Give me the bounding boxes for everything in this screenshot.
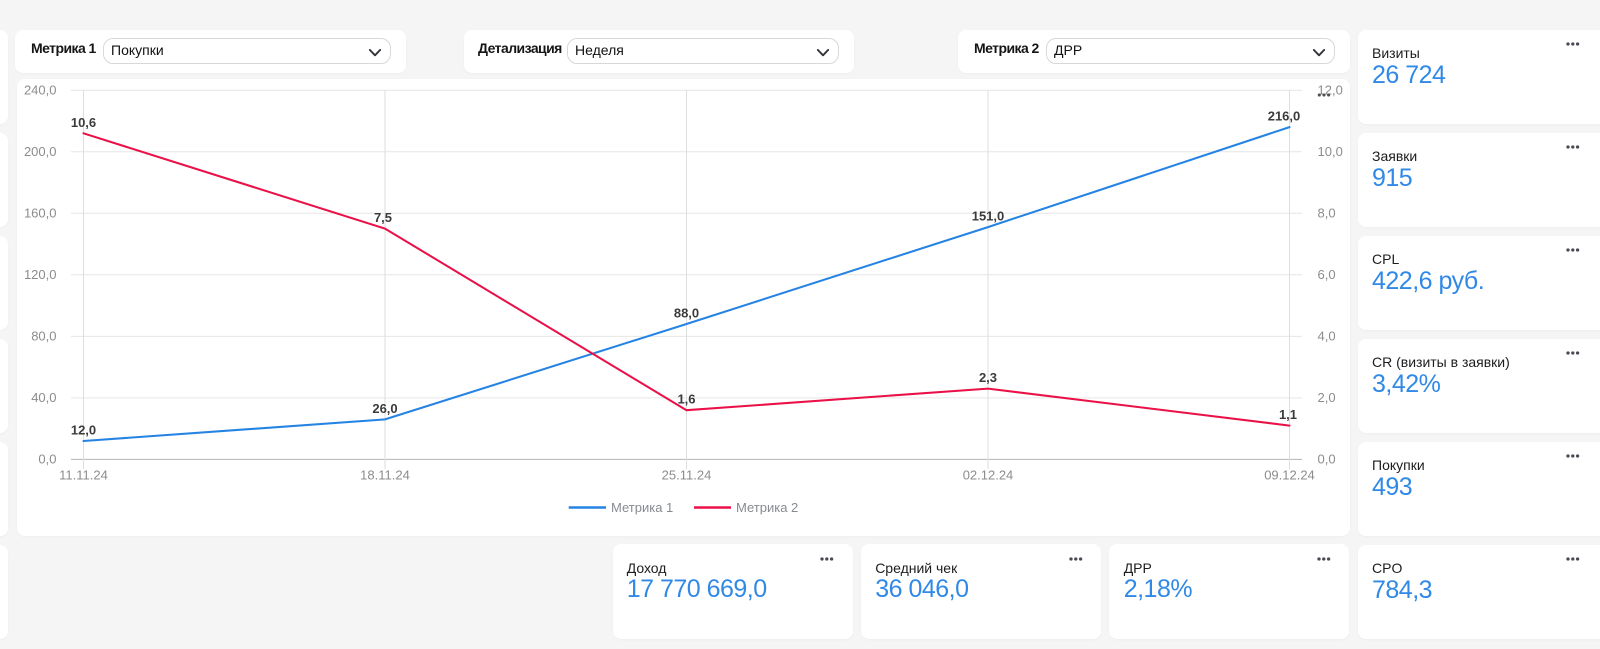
svg-text:10,0: 10,0: [1318, 144, 1343, 159]
svg-text:1,6: 1,6: [677, 392, 695, 407]
svg-text:200,0: 200,0: [24, 144, 57, 159]
svg-text:10,6: 10,6: [71, 115, 96, 130]
svg-text:2,3: 2,3: [979, 370, 997, 385]
svg-text:8,0: 8,0: [1318, 206, 1336, 221]
svg-text:Метрика 1: Метрика 1: [611, 500, 673, 515]
svg-text:1,1: 1,1: [1279, 407, 1297, 422]
svg-text:02.12.24: 02.12.24: [963, 468, 1014, 483]
svg-text:88,0: 88,0: [674, 306, 699, 321]
svg-text:25.11.24: 25.11.24: [662, 468, 712, 483]
svg-text:160,0: 160,0: [24, 206, 57, 221]
svg-text:Метрика 2: Метрика 2: [736, 500, 798, 515]
svg-text:240,0: 240,0: [24, 82, 57, 97]
svg-text:40,0: 40,0: [31, 390, 56, 405]
svg-text:6,0: 6,0: [1318, 267, 1336, 282]
svg-text:216,0: 216,0: [1268, 109, 1301, 124]
svg-text:12,0: 12,0: [1318, 82, 1343, 97]
svg-text:151,0: 151,0: [972, 209, 1005, 224]
svg-text:0,0: 0,0: [1318, 452, 1336, 467]
svg-text:12,0: 12,0: [71, 423, 96, 438]
svg-text:11.11.24: 11.11.24: [59, 468, 108, 483]
svg-text:0,0: 0,0: [38, 452, 56, 467]
svg-text:7,5: 7,5: [374, 210, 392, 225]
svg-text:2,0: 2,0: [1318, 390, 1336, 405]
svg-text:18.11.24: 18.11.24: [360, 468, 410, 483]
svg-text:4,0: 4,0: [1318, 329, 1336, 344]
svg-text:09.12.24: 09.12.24: [1264, 468, 1315, 483]
svg-text:80,0: 80,0: [31, 329, 56, 344]
svg-text:120,0: 120,0: [24, 267, 57, 282]
svg-text:26,0: 26,0: [372, 401, 397, 416]
